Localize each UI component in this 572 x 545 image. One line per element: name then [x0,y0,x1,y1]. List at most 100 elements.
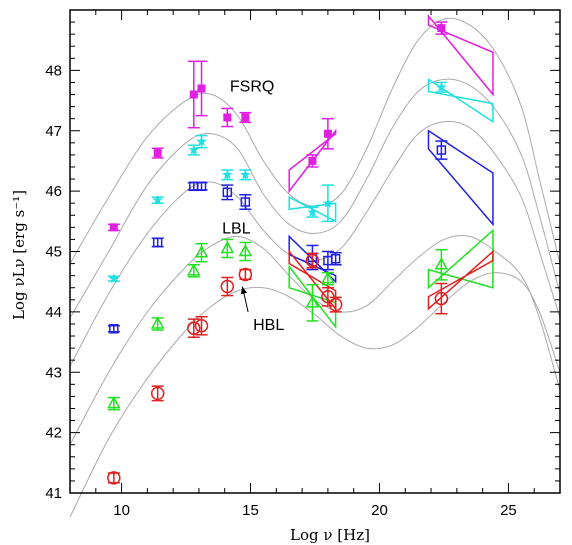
data-point [221,169,234,181]
bowtie [427,228,494,290]
marker-triangle [220,240,235,254]
marker-star [222,169,233,180]
data-point [239,193,252,210]
marker-circle [220,279,235,294]
marker-star [188,144,200,155]
data-point [107,471,121,485]
y-tick-label: 48 [45,62,62,79]
bowtie [427,129,494,227]
y-tick-label: 41 [45,485,62,502]
data-point [306,206,319,218]
data-point [238,267,253,282]
y-tick-label: 47 [45,123,62,140]
data-point [221,107,234,128]
data-point [221,184,234,201]
data-point [187,263,201,278]
axis-ticks: 10 15 20 25 41 42 43 44 45 46 47 48 [45,9,561,519]
marker-open-square [222,187,233,198]
x-axis-title: Log ν [Hz] [290,526,370,544]
marker-star [240,169,251,180]
bowtie [427,78,494,124]
data-point [195,60,208,117]
arrow-head [240,286,248,295]
marker-square [153,149,162,158]
marker-star [436,81,447,92]
data-point [195,181,208,192]
data-point [187,144,200,156]
marker-circle [194,319,209,333]
marker-star [307,206,318,217]
model-curve [69,120,561,367]
marker-square [308,156,317,165]
x-tick-label: 15 [242,502,259,519]
marker-triangle [305,295,320,308]
data-point [194,315,209,336]
marker-open-square [436,145,447,155]
data-point [107,273,120,284]
data-point [239,111,252,124]
marker-circle [434,291,449,306]
y-axis-title: Log νLν [erg s⁻¹] [10,190,28,320]
data-point [187,318,201,338]
data-points-layer [107,21,449,485]
marker-square [189,90,198,99]
bowtie [288,249,337,311]
y-tick-label: 44 [45,304,62,321]
data-point [321,271,335,286]
x-tick-label: 10 [113,502,130,519]
data-point [107,324,120,334]
y-tick-label: 42 [45,425,62,442]
data-point [107,223,120,232]
x-tick-label: 20 [371,502,388,519]
marker-square [223,113,232,122]
marker-triangle [150,316,165,329]
data-point [305,283,320,322]
data-point [305,252,320,269]
marker-open-square [196,181,207,192]
annotation-label: LBL [222,220,251,237]
y-tick-label: 45 [45,244,62,261]
data-point [328,296,343,313]
marker-triangle [434,257,449,270]
annotation-label: HBL [253,317,284,334]
marker-star [322,197,334,208]
model-curve [69,78,561,319]
data-point [150,385,165,402]
marker-square [323,129,332,138]
marker-star [108,273,120,284]
bowtie [288,195,337,223]
y-tick-label: 46 [45,183,62,200]
marker-open-square [240,197,251,207]
marker-circle [305,253,320,268]
marker-square [241,113,250,122]
marker-circle [107,471,121,485]
annotation-label: FSRQ [230,79,274,96]
data-point [220,238,235,259]
marker-triangle [187,263,201,276]
marker-square [437,24,446,33]
marker-square [109,223,118,232]
marker-open-square [109,324,119,334]
marker-triangle [107,396,121,409]
bowtie [288,234,337,284]
data-point [239,169,252,181]
data-point [220,276,235,297]
data-point [151,237,164,248]
data-point [107,396,121,411]
data-point [238,241,253,262]
data-point [151,147,164,159]
marker-circle [238,267,253,282]
marker-star [196,136,207,147]
data-point [434,248,449,281]
data-point [306,154,319,168]
plot-frame [69,9,561,494]
model-curve [69,17,561,264]
marker-star [152,194,163,205]
data-point [195,134,208,149]
data-point [321,184,334,223]
marker-circle [187,321,201,335]
annotations: FSRQ LBL HBL [222,79,284,334]
marker-triangle [194,245,209,258]
marker-square [197,84,206,93]
